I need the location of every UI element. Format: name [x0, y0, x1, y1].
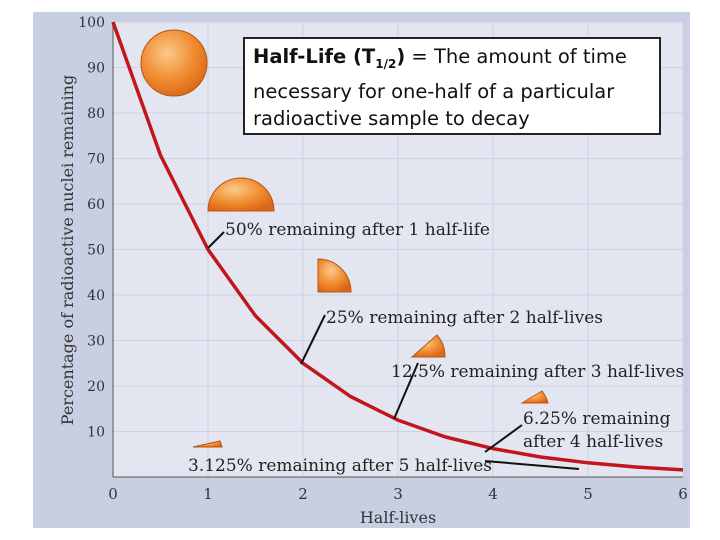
annotation-pointer [393, 362, 419, 420]
x-tick-label: 0 [108, 485, 118, 503]
annotation-label: 3.125% remaining after 5 half-lives [188, 456, 492, 476]
sixteenth-sample-icon [520, 390, 549, 404]
y-tick-label: 60 [87, 197, 105, 213]
y-tick-label: 90 [87, 61, 105, 77]
half-life-definition-box: Half-Life (T1/2) = The amount of time ne… [243, 37, 661, 135]
annotations: 50% remaining after 1 half-life 25% remai… [188, 220, 684, 476]
x-tick-label: 6 [678, 485, 688, 503]
x-tick-labels: 0 1 2 3 4 5 6 [108, 485, 688, 503]
y-tick-label: 10 [87, 425, 105, 441]
annotation-pointer [484, 424, 523, 453]
annotation-label: 6.25% remaining [523, 409, 671, 429]
half-sample-semicircle-icon [207, 177, 275, 212]
annotation-label: 12.5% remaining after 3 half-lives [391, 362, 684, 382]
annotation-pointer [207, 231, 225, 249]
y-tick-label: 20 [87, 379, 105, 395]
annotation-pointer [300, 314, 326, 365]
x-tick-label: 2 [298, 485, 308, 503]
definition-text: = The amount of time necessary for one-h… [253, 45, 627, 130]
annotation-label: 25% remaining after 2 half-lives [326, 308, 603, 328]
y-tick-labels: 10 20 30 40 50 60 70 80 90 100 [78, 15, 105, 441]
quarter-sample-icon [317, 258, 352, 293]
x-tick-label: 5 [583, 485, 593, 503]
y-tick-label: 80 [87, 106, 105, 122]
definition-term-close: ) [396, 45, 406, 68]
definition-term: Half-Life (T [253, 45, 376, 68]
definition-subscript: 1/2 [375, 56, 397, 71]
y-tick-label: 50 [87, 243, 105, 259]
y-tick-label: 30 [87, 334, 105, 350]
annotation-pointer [484, 460, 580, 470]
y-axis-label: Percentage of radioactive nuclei remaini… [58, 75, 77, 425]
annotation-label-line2: after 4 half-lives [523, 432, 663, 452]
annotation-label: 50% remaining after 1 half-life [225, 220, 490, 240]
x-tick-label: 1 [203, 485, 213, 503]
full-sample-circle-icon [140, 29, 208, 97]
y-tick-label: 40 [87, 288, 105, 304]
decay-curve-line [111, 21, 684, 472]
x-axis-label: Half-lives [360, 508, 436, 527]
thirtysecond-sample-icon [192, 440, 223, 448]
eighth-sample-icon [410, 334, 446, 358]
y-tick-label: 100 [78, 15, 105, 31]
x-tick-label: 4 [488, 485, 498, 503]
y-tick-label: 70 [87, 152, 105, 168]
x-tick-label: 3 [393, 485, 403, 503]
